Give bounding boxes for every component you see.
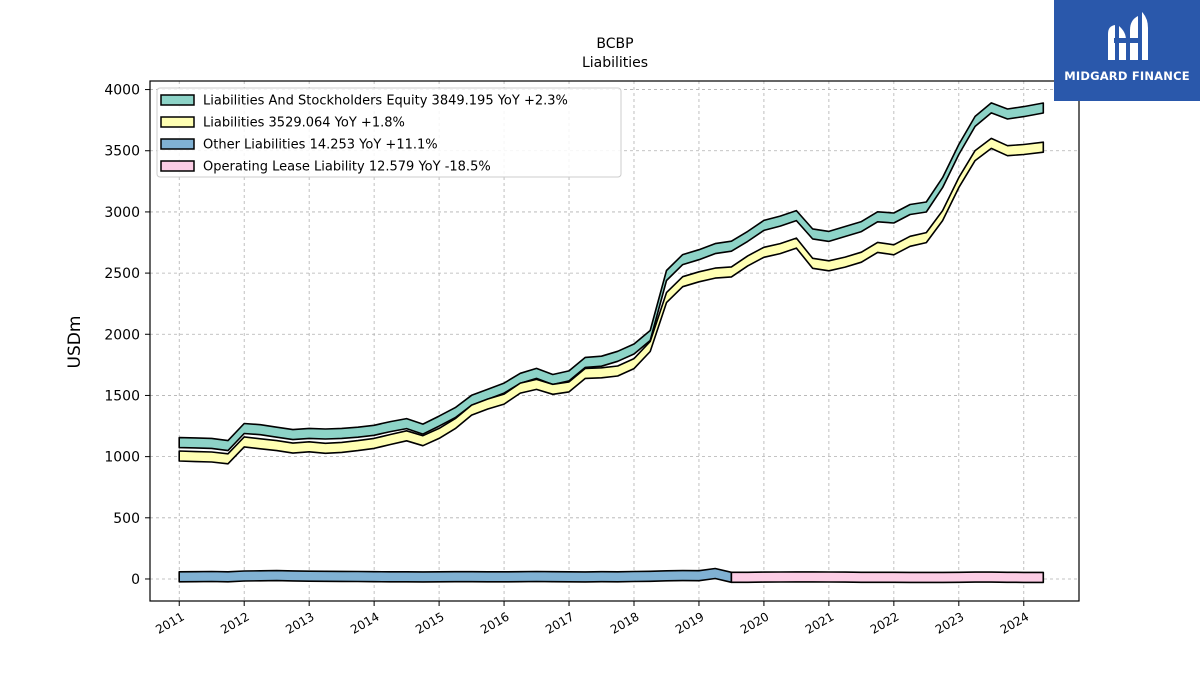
legend-label: Other Liabilities 14.253 YoY +11.1%: [203, 138, 438, 153]
x-tick-label: 2019: [673, 609, 706, 636]
x-axis-ticks: 2011 2012 2013 2014 2015 2016 2017 2018 2019 2020…: [153, 601, 1031, 637]
plot-frame: [149, 80, 1080, 602]
y-tick-label: 2000: [104, 327, 140, 343]
brand-name: MIDGARD FINANCE: [1064, 69, 1190, 83]
legend-label: Operating Lease Liability 12.579 YoY -18…: [203, 160, 491, 175]
x-tick-label: 2023: [933, 609, 966, 636]
x-tick-label: 2013: [283, 609, 316, 636]
chart-title: BCBP: [596, 36, 633, 52]
brand-logo: MIDGARD FINANCE: [1054, 0, 1200, 101]
midgard-logo-icon: [1108, 12, 1148, 60]
x-tick-label: 2012: [218, 609, 251, 636]
x-tick-label: 2014: [348, 609, 381, 636]
legend-box: [156, 87, 622, 178]
y-tick-label: 3500: [104, 144, 140, 160]
y-tick-label: 3000: [104, 205, 140, 221]
x-tick-label: 2011: [153, 609, 186, 636]
legend-swatch: [160, 94, 195, 106]
x-tick-label: 2022: [868, 609, 901, 636]
legend-swatch: [160, 160, 195, 172]
legend: Liabilities And Stockholders Equity 3849…: [156, 87, 622, 178]
y-tick-label: 1500: [104, 388, 140, 404]
series-layer: [178, 102, 1045, 584]
y-tick-label: 2500: [104, 266, 140, 282]
x-tick-label: 2016: [478, 609, 511, 636]
y-tick-label: 500: [113, 511, 140, 527]
series-band-1: [178, 137, 1045, 465]
x-tick-label: 2021: [803, 609, 836, 636]
x-tick-label: 2024: [998, 609, 1031, 636]
legend-swatch: [160, 138, 195, 150]
series-band-3: [730, 571, 1045, 584]
x-tick-label: 2017: [543, 609, 576, 636]
series-band-2: [178, 567, 733, 584]
y-tick-label: 1000: [104, 450, 140, 466]
chart-subtitle: Liabilities: [582, 55, 648, 71]
legend-label: Liabilities 3529.064 YoY +1.8%: [203, 116, 405, 131]
y-tick-label: 4000: [104, 83, 140, 99]
legend-label: Liabilities And Stockholders Equity 3849…: [203, 94, 568, 109]
y-axis-label: USDm: [65, 316, 85, 369]
y-axis-ticks: 0 500 1000 1500 2000 2500 3000 3500 4000: [104, 83, 150, 588]
y-tick-label: 0: [131, 572, 140, 588]
x-tick-label: 2020: [738, 609, 771, 636]
x-tick-label: 2015: [413, 609, 446, 636]
legend-swatch: [160, 116, 195, 128]
x-tick-label: 2018: [608, 609, 641, 636]
